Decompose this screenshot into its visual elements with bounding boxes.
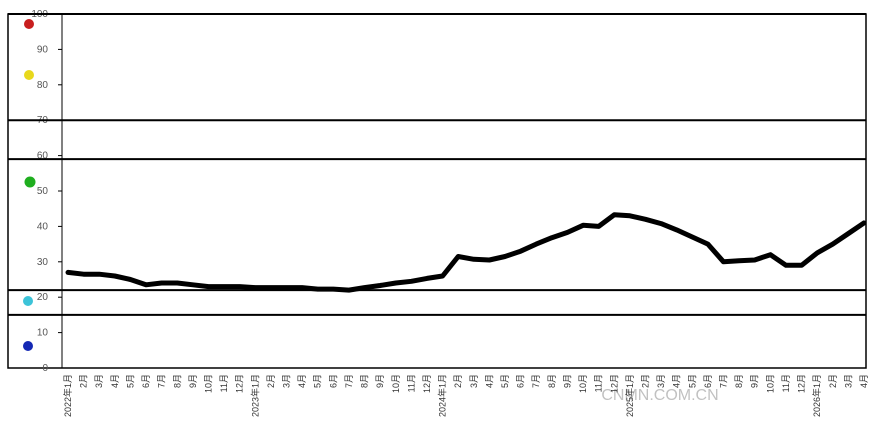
x-tick-label: 2024年1月 bbox=[437, 374, 448, 417]
x-tick-label: 10月 bbox=[765, 374, 775, 393]
x-tick-label: 6月 bbox=[328, 374, 338, 388]
x-tick-label: 3月 bbox=[843, 374, 853, 388]
x-tick-label: 12月 bbox=[797, 374, 807, 393]
x-tick-label: 11月 bbox=[219, 374, 229, 392]
y-tick-label: 0 bbox=[42, 363, 48, 374]
y-tick-label: 20 bbox=[37, 292, 49, 303]
x-tick-label: 4月 bbox=[672, 374, 682, 388]
x-tick-label: 6月 bbox=[516, 374, 526, 388]
x-tick-label: 3月 bbox=[94, 374, 104, 388]
x-tick-label: 9月 bbox=[750, 374, 760, 388]
x-tick-label: 10月 bbox=[203, 374, 213, 393]
x-tick-label: 2月 bbox=[79, 374, 89, 388]
y-tick-label: 60 bbox=[37, 151, 49, 162]
x-tick-label: 12月 bbox=[609, 374, 619, 393]
x-tick-label: 2月 bbox=[266, 374, 276, 388]
x-tick-label: 4月 bbox=[110, 374, 120, 388]
x-tick-label: 2月 bbox=[453, 374, 463, 388]
cyan-indicator bbox=[23, 296, 33, 306]
x-tick-label: 2023年1月 bbox=[249, 374, 260, 417]
x-tick-label: 3月 bbox=[282, 374, 292, 388]
green-indicator bbox=[24, 176, 36, 188]
x-tick-label: 5月 bbox=[313, 374, 323, 388]
x-tick-label: 4月 bbox=[484, 374, 494, 388]
data-line bbox=[65, 212, 867, 293]
y-tick-label: 40 bbox=[37, 221, 49, 232]
y-tick-label: 80 bbox=[37, 80, 49, 91]
watermark: CNMN.COM.CN bbox=[601, 387, 718, 404]
x-tick-label: 2月 bbox=[640, 374, 650, 388]
x-tick-label: 8月 bbox=[360, 374, 370, 388]
x-tick-label: 8月 bbox=[734, 374, 744, 388]
x-tick-label: 7月 bbox=[719, 374, 729, 388]
x-tick-label: 2026年1月 bbox=[811, 374, 822, 417]
x-tick-label: 12月 bbox=[422, 374, 432, 393]
x-tick-label: 8月 bbox=[172, 374, 182, 388]
x-tick-label: 6月 bbox=[141, 374, 151, 388]
blue-indicator bbox=[23, 341, 33, 351]
x-tick-label: 7月 bbox=[531, 374, 541, 388]
x-tick-label: 7月 bbox=[157, 374, 167, 388]
x-tick-label: 8月 bbox=[547, 374, 557, 388]
y-tick-label: 50 bbox=[37, 186, 49, 197]
x-tick-label: 11月 bbox=[406, 374, 416, 392]
x-tick-label: 3月 bbox=[469, 374, 479, 388]
y-tick-label: 30 bbox=[37, 257, 49, 268]
x-tick-label: 2月 bbox=[828, 374, 838, 388]
x-tick-label: 11月 bbox=[594, 374, 604, 392]
x-tick-label: 7月 bbox=[344, 374, 354, 388]
x-tick-label: 5月 bbox=[687, 374, 697, 388]
x-tick-label: 11月 bbox=[781, 374, 791, 392]
x-tick-label: 4月 bbox=[859, 374, 869, 388]
x-tick-label: 4月 bbox=[297, 374, 307, 388]
x-tick-label: 9月 bbox=[562, 374, 572, 388]
x-tick-label: 9月 bbox=[188, 374, 198, 388]
yellow-indicator bbox=[24, 70, 34, 80]
x-tick-label: 12月 bbox=[235, 374, 245, 393]
x-tick-label: 10月 bbox=[578, 374, 588, 393]
red-indicator bbox=[24, 19, 34, 29]
x-tick-label: 9月 bbox=[375, 374, 385, 388]
x-tick-label: 5月 bbox=[500, 374, 510, 388]
x-tick-label: 2022年1月 bbox=[62, 374, 73, 417]
x-tick-label: 10月 bbox=[391, 374, 401, 393]
y-tick-label: 90 bbox=[37, 44, 49, 55]
y-tick-label: 10 bbox=[37, 328, 49, 339]
x-tick-label: 3月 bbox=[656, 374, 666, 388]
x-tick-label: 5月 bbox=[125, 374, 135, 388]
x-tick-label: 6月 bbox=[703, 374, 713, 388]
x-tick-label: 2025年1月 bbox=[624, 374, 635, 417]
